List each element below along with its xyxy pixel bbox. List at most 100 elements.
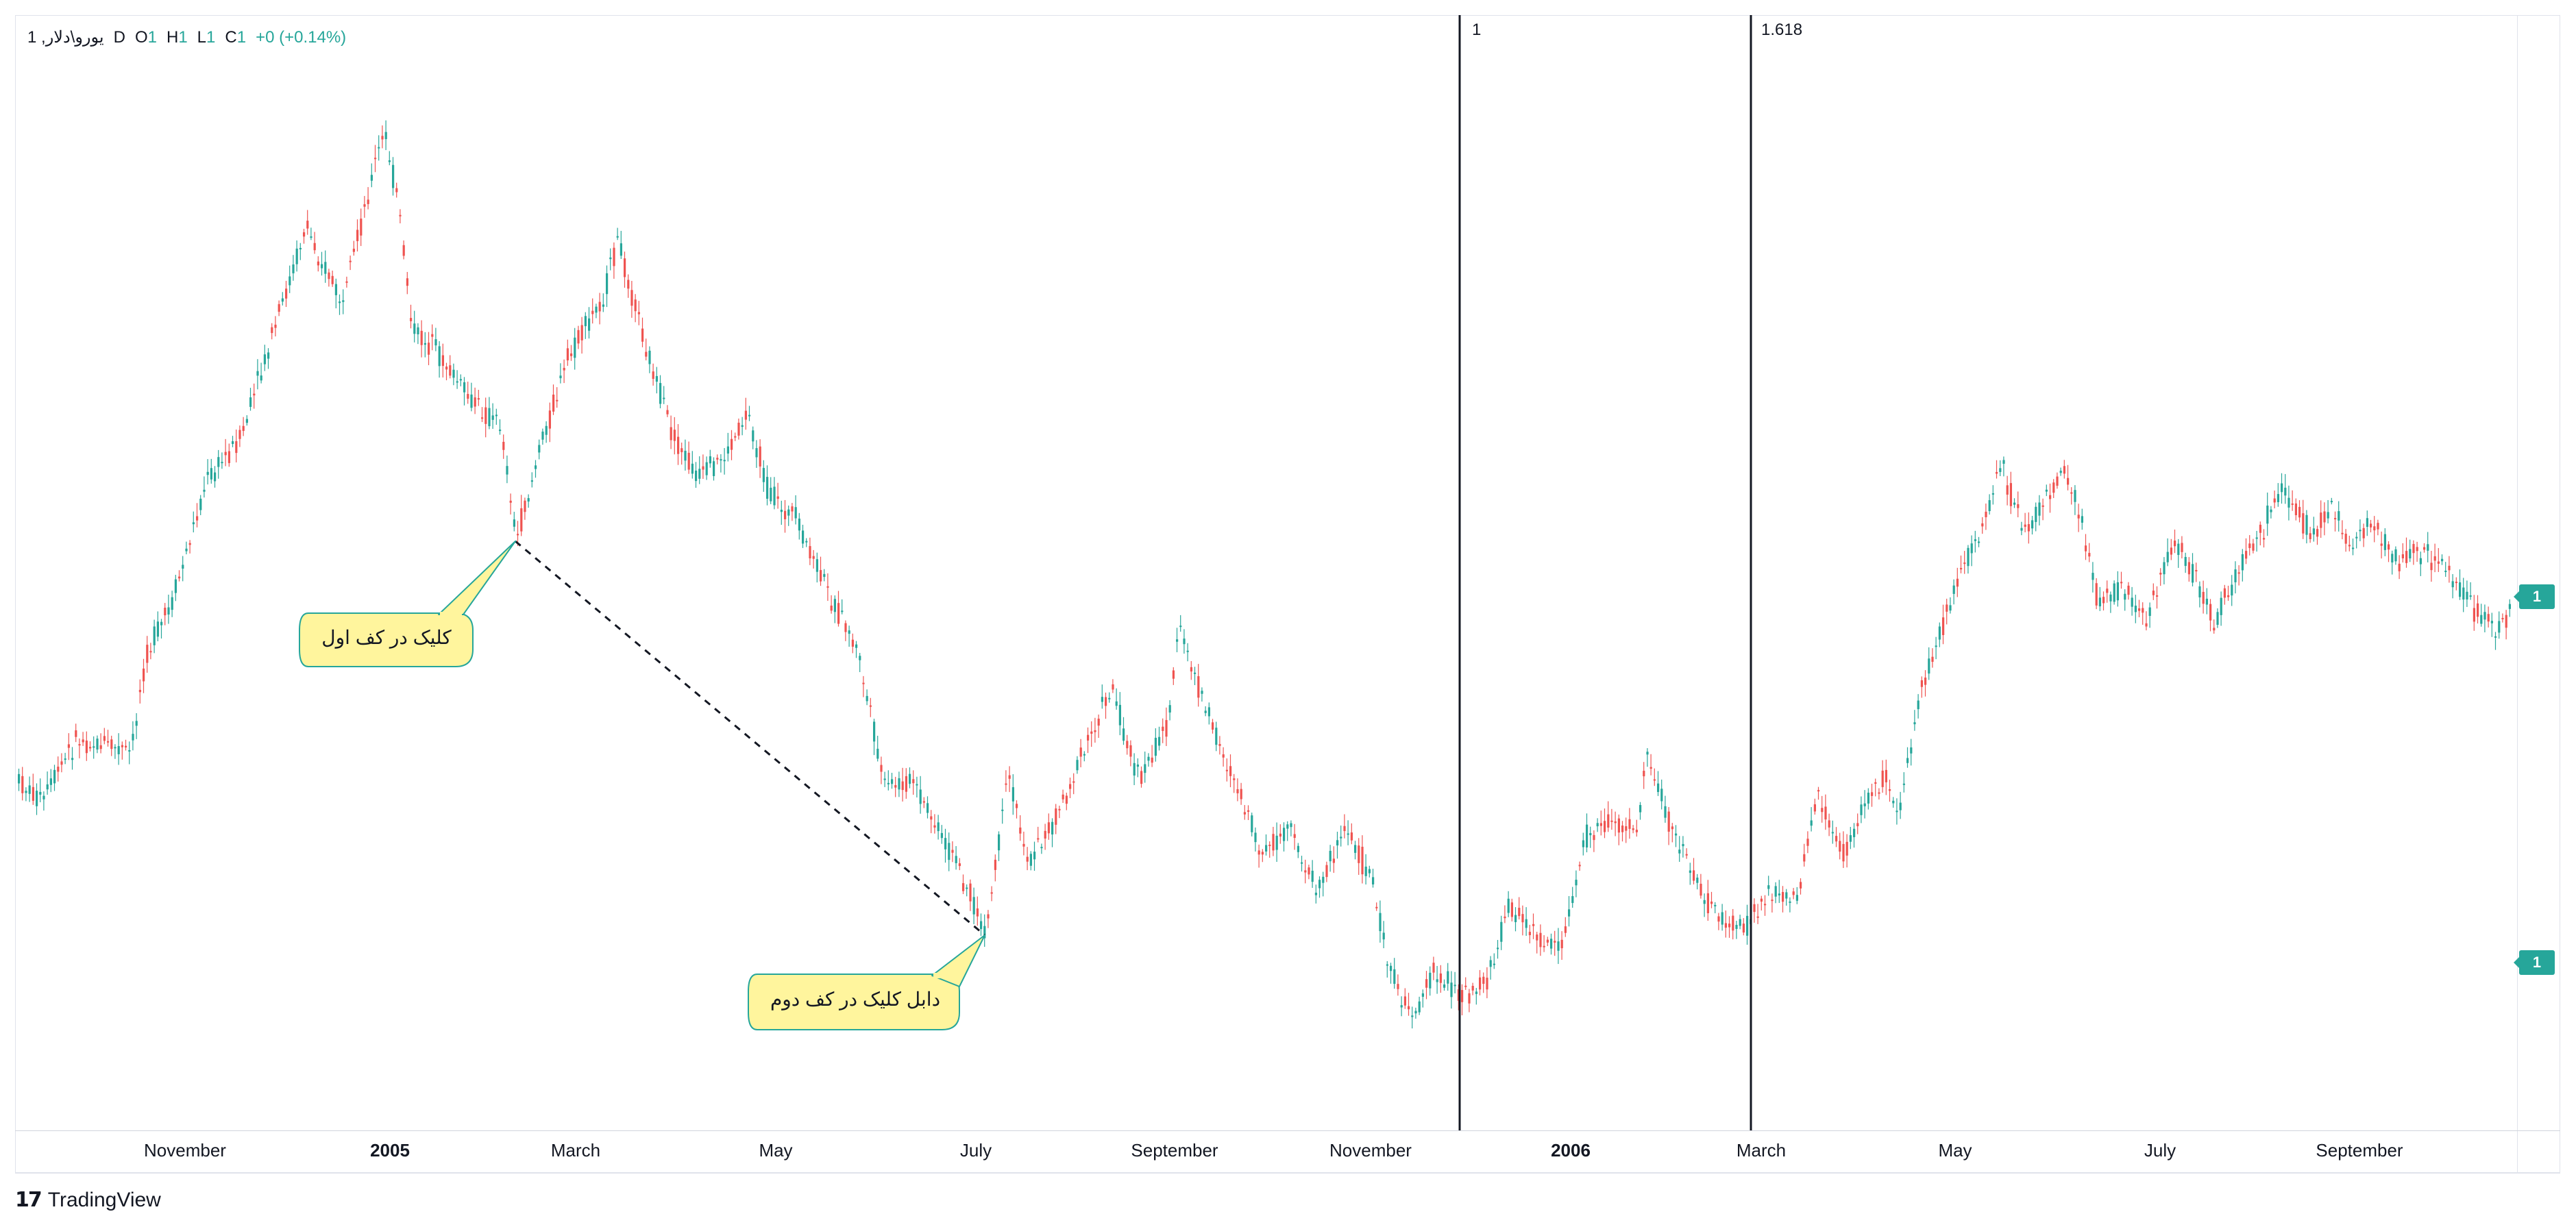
candle-body: [96, 739, 99, 750]
candle-body: [1112, 684, 1114, 690]
candle-body: [345, 281, 348, 283]
candle-body: [1913, 722, 1916, 725]
candle-body: [1268, 844, 1271, 846]
candle-body: [866, 695, 868, 702]
candle-body: [313, 243, 316, 251]
candle-body: [1229, 766, 1232, 776]
candle-body: [580, 325, 583, 340]
candle-body: [2035, 506, 2037, 522]
candle-body: [784, 510, 787, 519]
candle-body: [1693, 870, 1695, 881]
candle-body: [2483, 612, 2486, 620]
candle-body: [2063, 466, 2065, 474]
candle-body: [1047, 822, 1050, 834]
candle-body: [2127, 585, 2130, 595]
candle-body: [452, 369, 455, 378]
candle-body: [2045, 489, 2048, 492]
candle-body: [815, 559, 818, 572]
candle-body: [916, 784, 918, 786]
candle-body: [506, 466, 508, 475]
candle-body: [1279, 833, 1281, 837]
candle-body: [648, 350, 651, 364]
candle-body: [1129, 745, 1132, 757]
candle-body: [1653, 779, 1656, 781]
candle-body: [2259, 524, 2261, 533]
candle-body: [1596, 823, 1599, 827]
candle-body: [630, 290, 633, 306]
candle-body: [78, 744, 81, 746]
candle-body: [823, 573, 826, 578]
candle-body: [1518, 908, 1521, 917]
candle-body: [602, 304, 604, 307]
candle-body: [2038, 502, 2041, 516]
candle-body: [1432, 963, 1435, 973]
candle-body: [848, 630, 850, 634]
candle-body: [25, 791, 27, 793]
candle-body: [744, 410, 747, 420]
candle-body: [1482, 976, 1485, 984]
candle-body: [2477, 603, 2479, 617]
symbol-legend[interactable]: یورو\دلار, 1 D O1 H1 L1 C1 +0 (+0.14%): [27, 27, 346, 47]
chart-pane[interactable]: [15, 15, 2560, 1173]
candle-body: [1147, 756, 1150, 761]
candle-body: [1429, 972, 1432, 989]
candle-body: [143, 668, 145, 682]
symbol-name[interactable]: یورو\دلار, 1: [27, 28, 104, 47]
candle-body: [2095, 583, 2098, 606]
tradingview-brand[interactable]: 𝟭𝟳 TradingView: [15, 1188, 161, 1212]
candle-body: [1486, 978, 1488, 990]
candle-body: [1005, 783, 1007, 785]
candle-body: [1304, 870, 1307, 873]
candle-body: [1767, 885, 1770, 889]
candle-body: [1575, 880, 1578, 886]
candle-body: [2437, 561, 2440, 564]
candle-body: [2448, 565, 2451, 571]
candle-body: [2098, 597, 2101, 607]
candle-body: [428, 343, 430, 355]
candle-body: [752, 430, 755, 442]
candle-body: [1586, 824, 1588, 847]
candle-body: [837, 603, 840, 624]
candle-body: [677, 436, 680, 454]
candle-body: [922, 801, 925, 803]
candle-body: [1724, 923, 1727, 928]
candle-body: [456, 381, 458, 383]
candle-body: [1589, 832, 1592, 836]
candle-body: [249, 397, 252, 407]
candle-body: [1090, 731, 1093, 734]
candle-body: [1910, 747, 1913, 754]
callout-first-bubble[interactable]: [299, 612, 474, 667]
candle-body: [203, 489, 206, 492]
candle-body: [1425, 979, 1428, 988]
candle-body: [1845, 841, 1848, 856]
candle-body: [826, 586, 829, 588]
candle-body: [1753, 904, 1756, 913]
candle-body: [2027, 524, 2030, 532]
candle-body: [1685, 854, 1688, 856]
candle-body: [559, 375, 562, 379]
candle-body: [491, 415, 494, 420]
candle-body: [2031, 520, 2034, 529]
candle-body: [1889, 789, 1891, 791]
candle-body: [2088, 553, 2091, 557]
candle-body: [1222, 754, 1225, 758]
price-badge-bottom: 1: [2514, 950, 2555, 975]
candle-body: [1051, 821, 1054, 835]
candle-body: [869, 705, 872, 707]
candle-body: [1664, 806, 1667, 818]
candle-body: [82, 739, 84, 743]
candle-body: [2355, 536, 2358, 538]
candle-body: [655, 375, 658, 382]
candle-body: [859, 656, 861, 660]
candle-body: [1649, 767, 1652, 769]
candle-body: [873, 721, 876, 742]
trend-line-dashed[interactable]: [515, 540, 985, 937]
candle-body: [2134, 606, 2137, 612]
candle-body: [791, 506, 794, 512]
candle-body: [121, 745, 123, 747]
time-tick: July: [2144, 1140, 2176, 1161]
candle-body: [495, 414, 498, 417]
candle-body: [2312, 528, 2315, 535]
candle-body: [524, 500, 526, 512]
